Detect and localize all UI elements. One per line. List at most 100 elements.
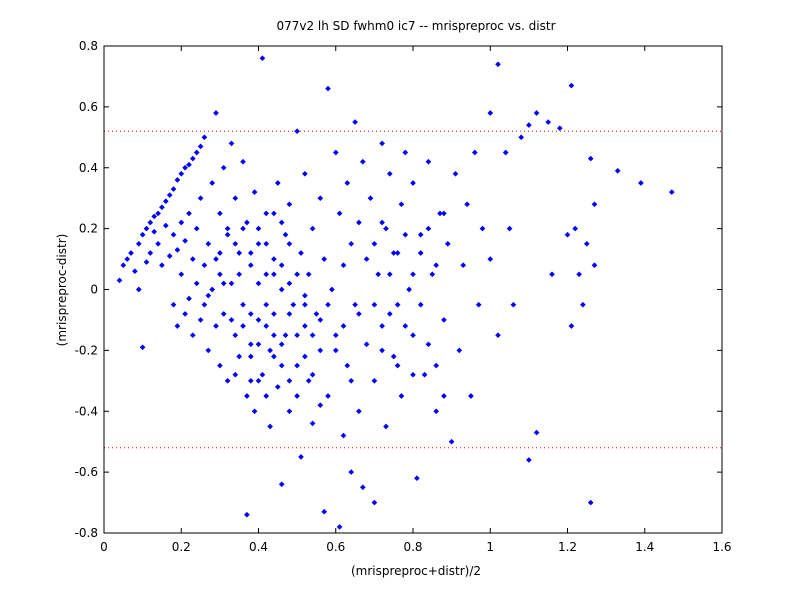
- data-point: [232, 371, 239, 378]
- data-point: [286, 240, 293, 247]
- data-point: [143, 259, 150, 265]
- data-point: [533, 429, 540, 436]
- x-tick-label: 0.4: [249, 540, 268, 554]
- data-point: [294, 271, 300, 278]
- data-point: [367, 195, 374, 202]
- data-point: [325, 301, 331, 308]
- y-tick-label: -0.6: [75, 465, 98, 479]
- data-point: [410, 271, 416, 278]
- data-point: [386, 170, 393, 177]
- data-points: [116, 55, 675, 530]
- data-point: [271, 353, 277, 360]
- data-point: [120, 262, 127, 269]
- data-point: [402, 231, 409, 238]
- data-point: [302, 323, 308, 329]
- data-point: [356, 408, 362, 415]
- data-point: [263, 393, 270, 399]
- data-point: [302, 353, 308, 360]
- data-point: [294, 362, 300, 369]
- data-point: [371, 377, 378, 384]
- data-point: [526, 457, 532, 463]
- data-point: [247, 353, 254, 360]
- data-point: [464, 201, 470, 208]
- data-point: [220, 280, 227, 287]
- data-point: [425, 341, 432, 348]
- data-point: [433, 262, 440, 269]
- data-point: [587, 155, 594, 162]
- data-point: [220, 311, 227, 317]
- data-point: [189, 332, 196, 339]
- data-point: [348, 377, 355, 384]
- data-point: [433, 408, 440, 415]
- data-point: [329, 286, 335, 293]
- data-point: [255, 225, 262, 232]
- data-point: [271, 256, 277, 262]
- data-point: [348, 469, 355, 475]
- data-point: [386, 311, 393, 317]
- data-point: [155, 240, 161, 247]
- data-point: [162, 198, 169, 205]
- data-point: [414, 475, 420, 482]
- data-point: [417, 301, 424, 308]
- data-point: [487, 256, 494, 262]
- data-point: [217, 250, 223, 256]
- data-point: [290, 301, 297, 308]
- data-point: [533, 110, 540, 116]
- data-point: [502, 149, 509, 156]
- data-point: [568, 82, 575, 89]
- data-point: [556, 125, 563, 132]
- data-point: [444, 240, 451, 247]
- data-point: [174, 323, 181, 329]
- data-point: [240, 301, 246, 308]
- data-point: [286, 408, 293, 415]
- y-tick-label: -0.2: [75, 343, 98, 357]
- data-point: [224, 231, 231, 238]
- data-point: [247, 250, 254, 256]
- data-point: [139, 231, 146, 238]
- data-point: [159, 262, 165, 269]
- data-point: [356, 311, 362, 317]
- data-point: [201, 262, 208, 269]
- data-point: [162, 222, 169, 229]
- data-point: [425, 225, 432, 232]
- data-point: [282, 231, 289, 238]
- data-point: [197, 143, 204, 150]
- data-point: [240, 158, 246, 165]
- data-point: [510, 301, 517, 308]
- data-point: [274, 180, 281, 186]
- data-point: [317, 317, 324, 323]
- data-point: [193, 280, 200, 287]
- data-point: [294, 393, 300, 399]
- data-point: [267, 423, 273, 430]
- data-point: [379, 140, 385, 147]
- data-point: [205, 240, 212, 247]
- data-point: [576, 271, 582, 278]
- data-point: [421, 371, 428, 378]
- data-point: [174, 247, 181, 253]
- data-point: [317, 195, 324, 202]
- x-tick-label: 1.2: [558, 540, 577, 554]
- y-tick-label: -0.8: [75, 526, 98, 540]
- data-point: [526, 122, 532, 128]
- data-point: [325, 85, 331, 92]
- data-point: [425, 158, 432, 165]
- data-point: [205, 292, 212, 299]
- data-point: [251, 189, 258, 195]
- x-tick-label: 1.6: [712, 540, 731, 554]
- data-point: [506, 225, 513, 232]
- data-point: [336, 524, 343, 530]
- data-point: [244, 511, 250, 518]
- data-point: [274, 384, 281, 390]
- data-point: [186, 210, 192, 217]
- data-point: [213, 323, 219, 329]
- data-point: [591, 262, 598, 269]
- data-point: [170, 186, 177, 192]
- data-point: [302, 170, 308, 177]
- data-point: [278, 219, 285, 226]
- data-point: [348, 240, 355, 247]
- data-point: [309, 420, 316, 427]
- data-point: [170, 301, 177, 308]
- data-point: [232, 240, 239, 247]
- data-point: [309, 371, 316, 378]
- axes-box: [103, 45, 723, 534]
